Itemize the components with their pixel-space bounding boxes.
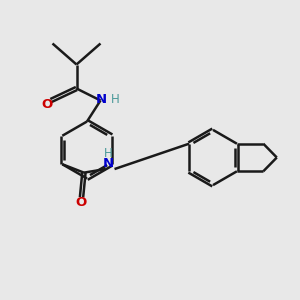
Text: N: N bbox=[102, 157, 113, 170]
Text: N: N bbox=[95, 93, 107, 106]
Text: O: O bbox=[76, 196, 87, 209]
Text: H: H bbox=[110, 93, 119, 106]
Text: O: O bbox=[41, 98, 53, 111]
Text: H: H bbox=[103, 147, 112, 160]
